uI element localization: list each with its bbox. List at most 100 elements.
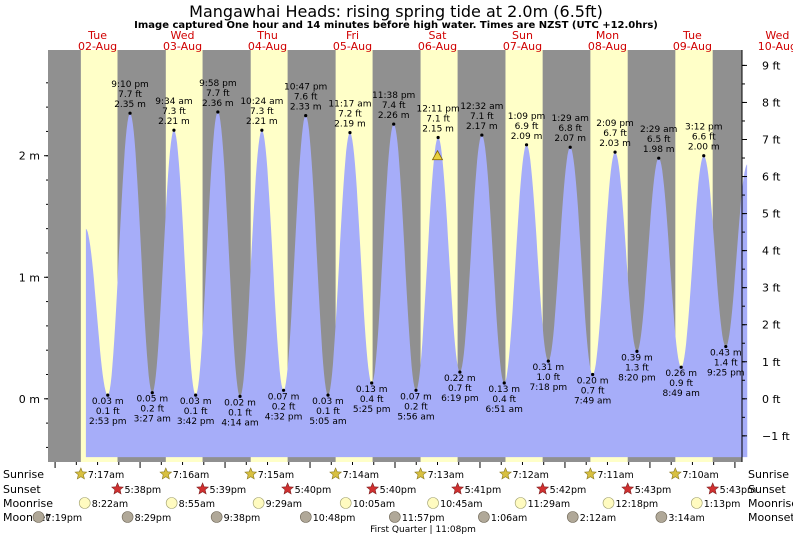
high-tide-label: 2.09 m	[511, 132, 543, 142]
day-date: 05-Aug	[333, 40, 372, 53]
sunrise-time: 7:16am	[173, 470, 209, 481]
day-date: 06-Aug	[418, 40, 457, 53]
high-tide-label: 2.15 m	[422, 125, 454, 135]
left-tick-label: 2 m	[19, 150, 40, 163]
low-tide-label: 0.4 ft	[360, 395, 384, 405]
moonset-icon	[478, 511, 490, 523]
sunset-time: 5:38pm	[125, 485, 162, 496]
moonset-time: 9:38pm	[224, 513, 261, 524]
high-tide-label: 7.2 ft	[338, 110, 362, 120]
moon-phase-label: First Quarter | 11:08pm	[370, 525, 476, 535]
low-tide-label: 0.43 m	[710, 349, 742, 359]
low-tide-label: 0.03 m	[92, 397, 124, 407]
sunset-row-label-right: Sunset	[748, 483, 786, 496]
moonset-icon	[32, 511, 45, 523]
high-tide-label: 6.5 ft	[647, 135, 671, 145]
low-tide-label: 3:42 pm	[177, 417, 215, 427]
moonset-time: 8:29pm	[135, 513, 172, 524]
high-tide-label: 6.6 ft	[692, 133, 716, 143]
left-tick-label: 0 m	[19, 393, 40, 406]
sunset-icon	[536, 482, 550, 495]
tide-area	[85, 112, 748, 458]
low-tide-label: 5:56 am	[397, 412, 434, 422]
moonset-icon	[121, 511, 134, 523]
high-tide-point	[172, 128, 176, 132]
low-tide-label: 0.2 ft	[404, 402, 428, 412]
right-tick-label: 8 ft	[762, 96, 781, 109]
sunset-icon	[111, 482, 124, 495]
low-tide-point	[194, 393, 198, 397]
day-name: Sat	[428, 29, 447, 42]
moonrise-time: 8:22am	[92, 499, 128, 510]
sunrise-row-label-left: Sunrise	[3, 468, 44, 481]
high-tide-point	[216, 110, 220, 114]
low-tide-label: 4:32 pm	[265, 412, 303, 422]
moonrise-icon	[339, 497, 352, 509]
sunset-icon	[451, 482, 465, 495]
moonrise-time: 8:55am	[179, 499, 215, 510]
sunset-time: 5:39pm	[210, 485, 247, 496]
day-name: Sun	[512, 29, 533, 42]
high-tide-label: 2:09 pm	[596, 119, 634, 129]
high-tide-label: 6.7 ft	[603, 129, 627, 139]
high-tide-label: 2:29 am	[640, 125, 677, 135]
sunrise-time: 7:11am	[597, 470, 633, 481]
moonset-time: 7:19pm	[46, 513, 83, 524]
low-tide-point	[150, 391, 154, 395]
sunset-time: 5:43pm	[635, 485, 672, 496]
moonrise-icon	[165, 497, 178, 509]
right-tick-label: 2 ft	[762, 319, 781, 332]
moonrise-icon	[252, 497, 265, 509]
day-headers: Tue02-AugWed03-AugThu04-AugFri05-AugSat0…	[78, 29, 793, 53]
moonrise-icon	[427, 497, 439, 509]
high-tide-label: 2.35 m	[114, 100, 146, 110]
sunset-icon	[281, 482, 295, 495]
sunset-time: 5:40pm	[295, 485, 332, 496]
low-tide-label: 0.02 m	[224, 398, 256, 408]
tide-extremes: 0.03 m0.1 ft2:53 pm9:10 pm7.7 ft2.35 m0.…	[89, 79, 745, 428]
moonrise-time: 9:29am	[266, 499, 302, 510]
low-tide-label: 0.2 ft	[272, 402, 296, 412]
moonset-time: 3:14am	[668, 513, 704, 524]
low-tide-label: 0.22 m	[444, 374, 476, 384]
high-tide-label: 1.98 m	[643, 145, 675, 155]
low-tide-label: 9:25 pm	[707, 369, 745, 379]
high-tide-point	[657, 156, 661, 160]
low-tide-label: 0.07 m	[268, 392, 300, 402]
high-tide-label: 7.1 ft	[426, 115, 450, 125]
low-tide-label: 0.31 m	[532, 363, 564, 373]
high-tide-label: 10:47 pm	[284, 83, 327, 93]
moonset-row-label-right: Moonset	[748, 511, 793, 524]
day-name: Thu	[256, 29, 278, 42]
low-tide-label: 7:49 am	[574, 396, 611, 406]
low-tide-point	[238, 394, 242, 398]
moonrise-row-label-left: Moonrise	[3, 497, 53, 510]
high-tide-point	[348, 131, 352, 135]
high-tide-label: 12:32 am	[460, 102, 503, 112]
high-tide-label: 12:11 pm	[416, 105, 459, 115]
moonrise-icon	[690, 497, 703, 509]
low-tide-label: 2:53 pm	[89, 417, 127, 427]
low-tide-point	[414, 388, 418, 392]
high-tide-label: 2.19 m	[334, 120, 366, 130]
low-tide-label: 0.03 m	[312, 397, 344, 407]
high-tide-label: 9:34 am	[155, 97, 192, 107]
current-level-marker	[431, 149, 444, 161]
high-tide-label: 7.6 ft	[294, 93, 318, 103]
low-tide-label: 0.20 m	[577, 376, 609, 386]
sunrise-time: 7:10am	[682, 470, 718, 481]
moonset-icon	[655, 511, 668, 523]
sunrise-icon	[499, 467, 512, 480]
day-name: Tue	[87, 29, 107, 42]
high-tide-point	[613, 150, 617, 154]
low-tide-label: 5:25 pm	[353, 405, 391, 415]
left-tick-label: 1 m	[19, 271, 40, 284]
high-tide-point	[128, 111, 132, 115]
low-tide-point	[370, 381, 374, 385]
day-date: 08-Aug	[588, 40, 627, 53]
low-tide-label: 7:18 pm	[530, 383, 568, 393]
high-tide-label: 11:38 pm	[372, 91, 415, 101]
low-tide-label: 0.26 m	[665, 369, 697, 379]
high-tide-label: 6.9 ft	[515, 122, 539, 132]
